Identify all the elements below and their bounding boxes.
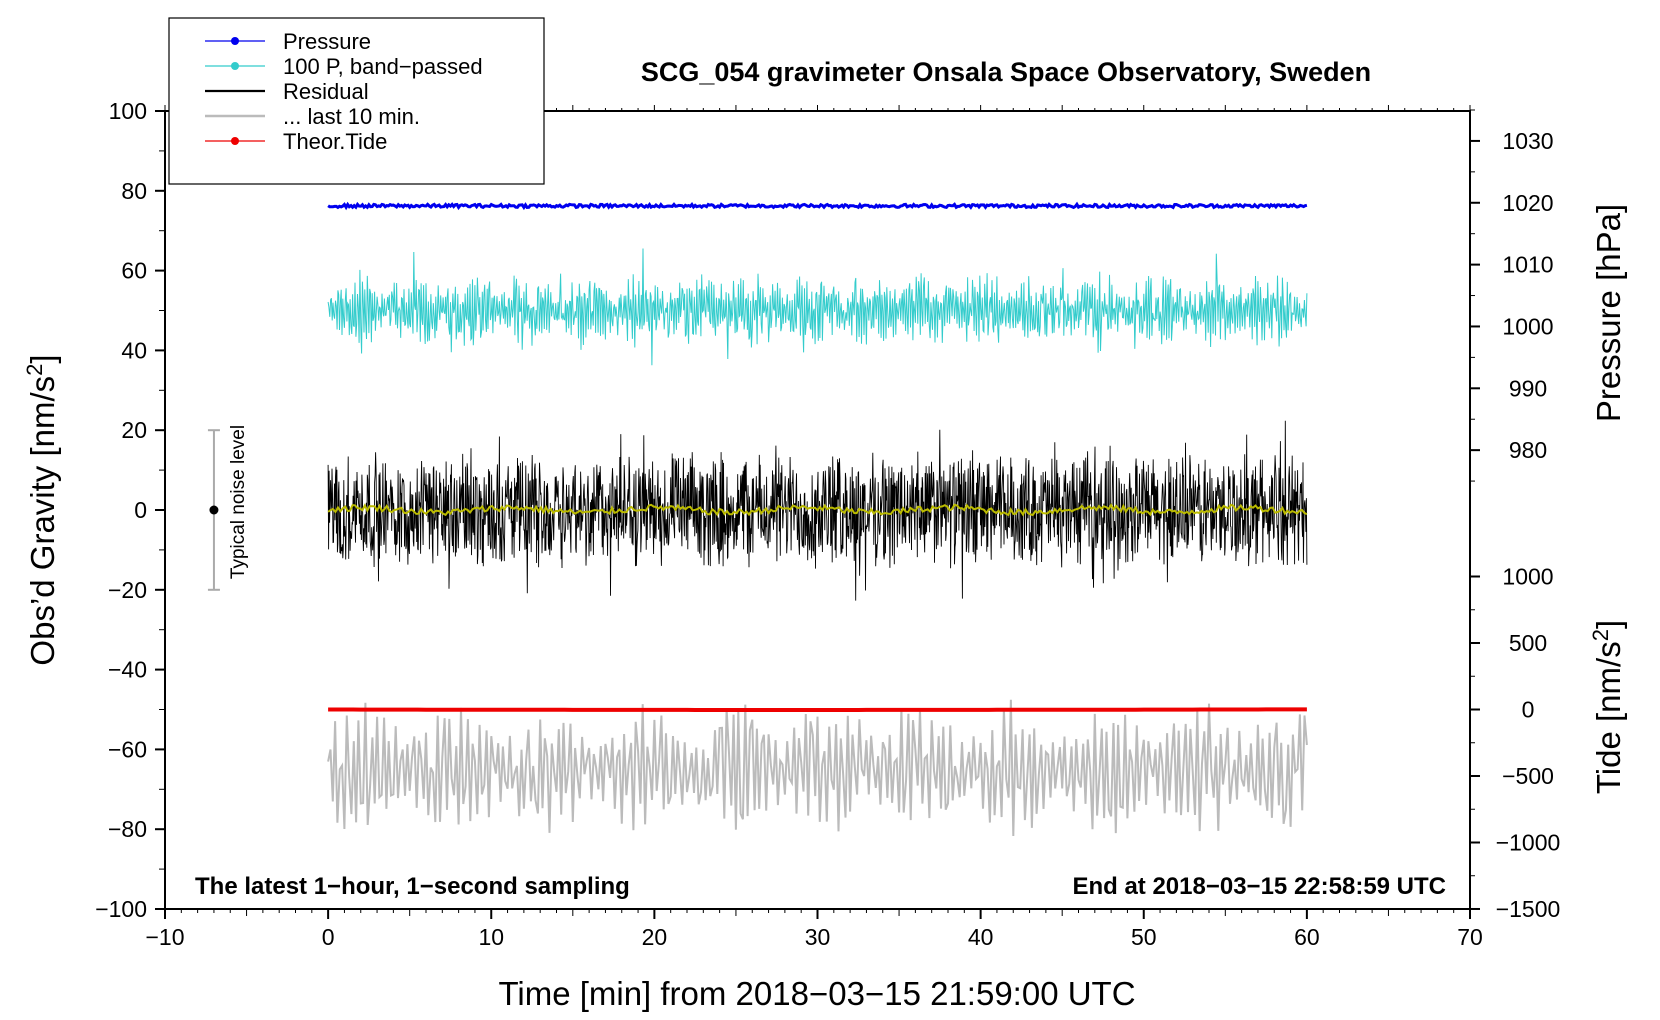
y-axis-left: 100 80 60 40 20 0 −20 −40 −60 −80 −100 (95, 98, 165, 922)
legend-label: Theor.Tide (283, 129, 387, 154)
x-tick-label: −10 (145, 924, 184, 950)
y-axis-label-left-sup: 2 (22, 364, 47, 376)
tide-tick-label: −1500 (1496, 896, 1561, 922)
pressure-tick-label: 990 (1509, 375, 1547, 401)
y-tick-label: −40 (108, 657, 147, 683)
x-tick-label: 50 (1131, 924, 1157, 950)
tide-axis-label-sup: 2 (1588, 629, 1613, 641)
x-tick-label: 20 (642, 924, 668, 950)
tide-tick-label: 1000 (1502, 564, 1553, 590)
x-tick-label: 60 (1294, 924, 1320, 950)
y-axis-label-left-text: Obs’d Gravity [nm/s (24, 376, 61, 666)
y-tick-label: −60 (108, 736, 147, 762)
tide-axis-label: Tide [nm/s2] (1588, 620, 1627, 794)
tide-axis-label-end: ] (1590, 620, 1627, 629)
tide-tick-label: −1000 (1496, 829, 1561, 855)
series-line-residual (327, 420, 1308, 601)
y-tick-label: 40 (121, 337, 147, 363)
noise-level-indicator: Typical noise level (207, 425, 249, 591)
x-tick-label: 40 (968, 924, 994, 950)
pressure-axis: 1030 1020 1010 1000 990 980 (1470, 109, 1554, 482)
series-line-last-10-min (327, 699, 1308, 837)
x-tick-label: 0 (322, 924, 335, 950)
y-axis-label-left: Obs’d Gravity [nm/s2] (22, 354, 61, 665)
x-tick-label: 10 (478, 924, 504, 950)
tide-tick-label: 0 (1522, 697, 1535, 723)
y-tick-label: 60 (121, 258, 147, 284)
chart-title: SCG_054 gravimeter Onsala Space Observat… (641, 57, 1371, 87)
legend-label: Residual (283, 79, 369, 104)
series-line-residual-smoothed (327, 503, 1308, 517)
series-line-theoretical-tide (328, 707, 1307, 712)
y-tick-label: −20 (108, 577, 147, 603)
y-tick-label: 80 (121, 178, 147, 204)
y-tick-label: 100 (109, 98, 147, 124)
end-time-annotation: End at 2018−03−15 22:58:59 UTC (1072, 873, 1446, 900)
tide-axis-label-text: Tide [nm/s (1590, 641, 1627, 794)
x-axis-label: Time [min] from 2018−03−15 21:59:00 UTC (498, 975, 1135, 1012)
tide-tick-label: 500 (1509, 630, 1547, 656)
sampling-annotation: The latest 1−hour, 1−second sampling (195, 873, 630, 900)
noise-bar-dot (209, 505, 219, 515)
legend-box (168, 17, 545, 185)
x-axis: −10 0 10 20 30 40 50 60 70 (145, 909, 1483, 950)
series-layer (327, 201, 1308, 837)
pressure-tick-label: 1020 (1502, 190, 1553, 216)
pressure-axis-label: Pressure [hPa] (1590, 204, 1627, 422)
legend-marker (231, 37, 239, 45)
y-axis-label-left-end: ] (24, 354, 61, 363)
series-line-bandpassed-pressure (327, 248, 1308, 366)
legend-label: ... last 10 min. (283, 104, 420, 129)
y-tick-label: −100 (95, 896, 147, 922)
legend-label: Pressure (283, 29, 371, 54)
plot-area (327, 201, 1308, 837)
legend-label: 100 P, band−passed (283, 54, 483, 79)
noise-level-label: Typical noise level (228, 425, 249, 579)
y-tick-label: −80 (108, 816, 147, 842)
pressure-tick-label: 1030 (1502, 128, 1553, 154)
pressure-tick-label: 1010 (1502, 252, 1553, 278)
tide-axis: 1000 500 0 −500 −1000 −1500 (1470, 564, 1560, 922)
pressure-tick-label: 1000 (1502, 313, 1553, 339)
tide-tick-label: −500 (1502, 763, 1554, 789)
x-tick-label: 30 (805, 924, 831, 950)
pressure-tick-label: 980 (1509, 437, 1547, 463)
legend-marker (231, 62, 239, 70)
legend-marker (231, 137, 239, 145)
series-line-pressure (327, 201, 1308, 211)
x-tick-label: 70 (1457, 924, 1483, 950)
y-tick-label: 0 (134, 497, 147, 523)
y-tick-label: 20 (121, 417, 147, 443)
